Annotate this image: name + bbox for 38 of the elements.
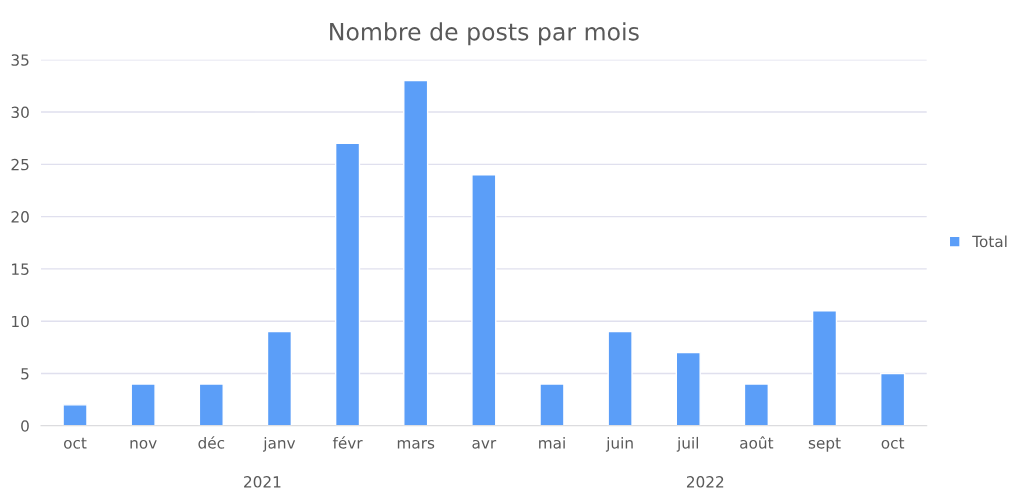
x-tick-label: oct xyxy=(881,437,905,449)
bar xyxy=(539,383,565,426)
y-tick-label: 30 xyxy=(11,106,29,119)
x-tick-label: sept xyxy=(808,437,841,452)
bar xyxy=(403,79,429,426)
legend-label: Total xyxy=(972,235,1007,248)
y-tick-label: 20 xyxy=(11,211,29,223)
x-tick-label: août xyxy=(740,436,774,449)
text: 2021 xyxy=(244,476,281,488)
bar xyxy=(62,404,88,426)
x-tick-label: juin xyxy=(605,436,633,452)
bar xyxy=(743,383,770,426)
bar xyxy=(471,174,497,426)
x-tick-label: juil xyxy=(676,436,699,452)
x-tick-label: nov xyxy=(130,439,157,449)
bar xyxy=(266,330,293,426)
bar xyxy=(130,383,156,426)
x-tick-label: déc xyxy=(198,436,225,449)
bar xyxy=(334,142,361,426)
x-tick-label: févr xyxy=(332,436,363,449)
bar xyxy=(811,310,838,426)
chart-title: Nombre de posts par mois xyxy=(330,22,639,46)
x-tick-label: mai xyxy=(539,436,565,449)
x-tick-label: oct xyxy=(64,437,87,449)
y-tick-label: 5 xyxy=(21,368,29,380)
y-tick-label: 35 xyxy=(11,54,29,66)
x-tick-label: janv xyxy=(262,436,296,452)
y-tick-label: 10 xyxy=(12,315,29,328)
y-tick-label: 0 xyxy=(21,420,29,432)
x-tick-label: avr xyxy=(472,439,497,449)
x-tick-label: mars xyxy=(397,439,435,449)
bar xyxy=(675,351,701,426)
y-tick-label: 15 xyxy=(12,263,29,275)
bar xyxy=(607,330,633,426)
bar xyxy=(880,372,906,426)
bar xyxy=(198,383,224,426)
text: 2022 xyxy=(686,476,724,488)
y-tick-label: 25 xyxy=(11,158,29,171)
